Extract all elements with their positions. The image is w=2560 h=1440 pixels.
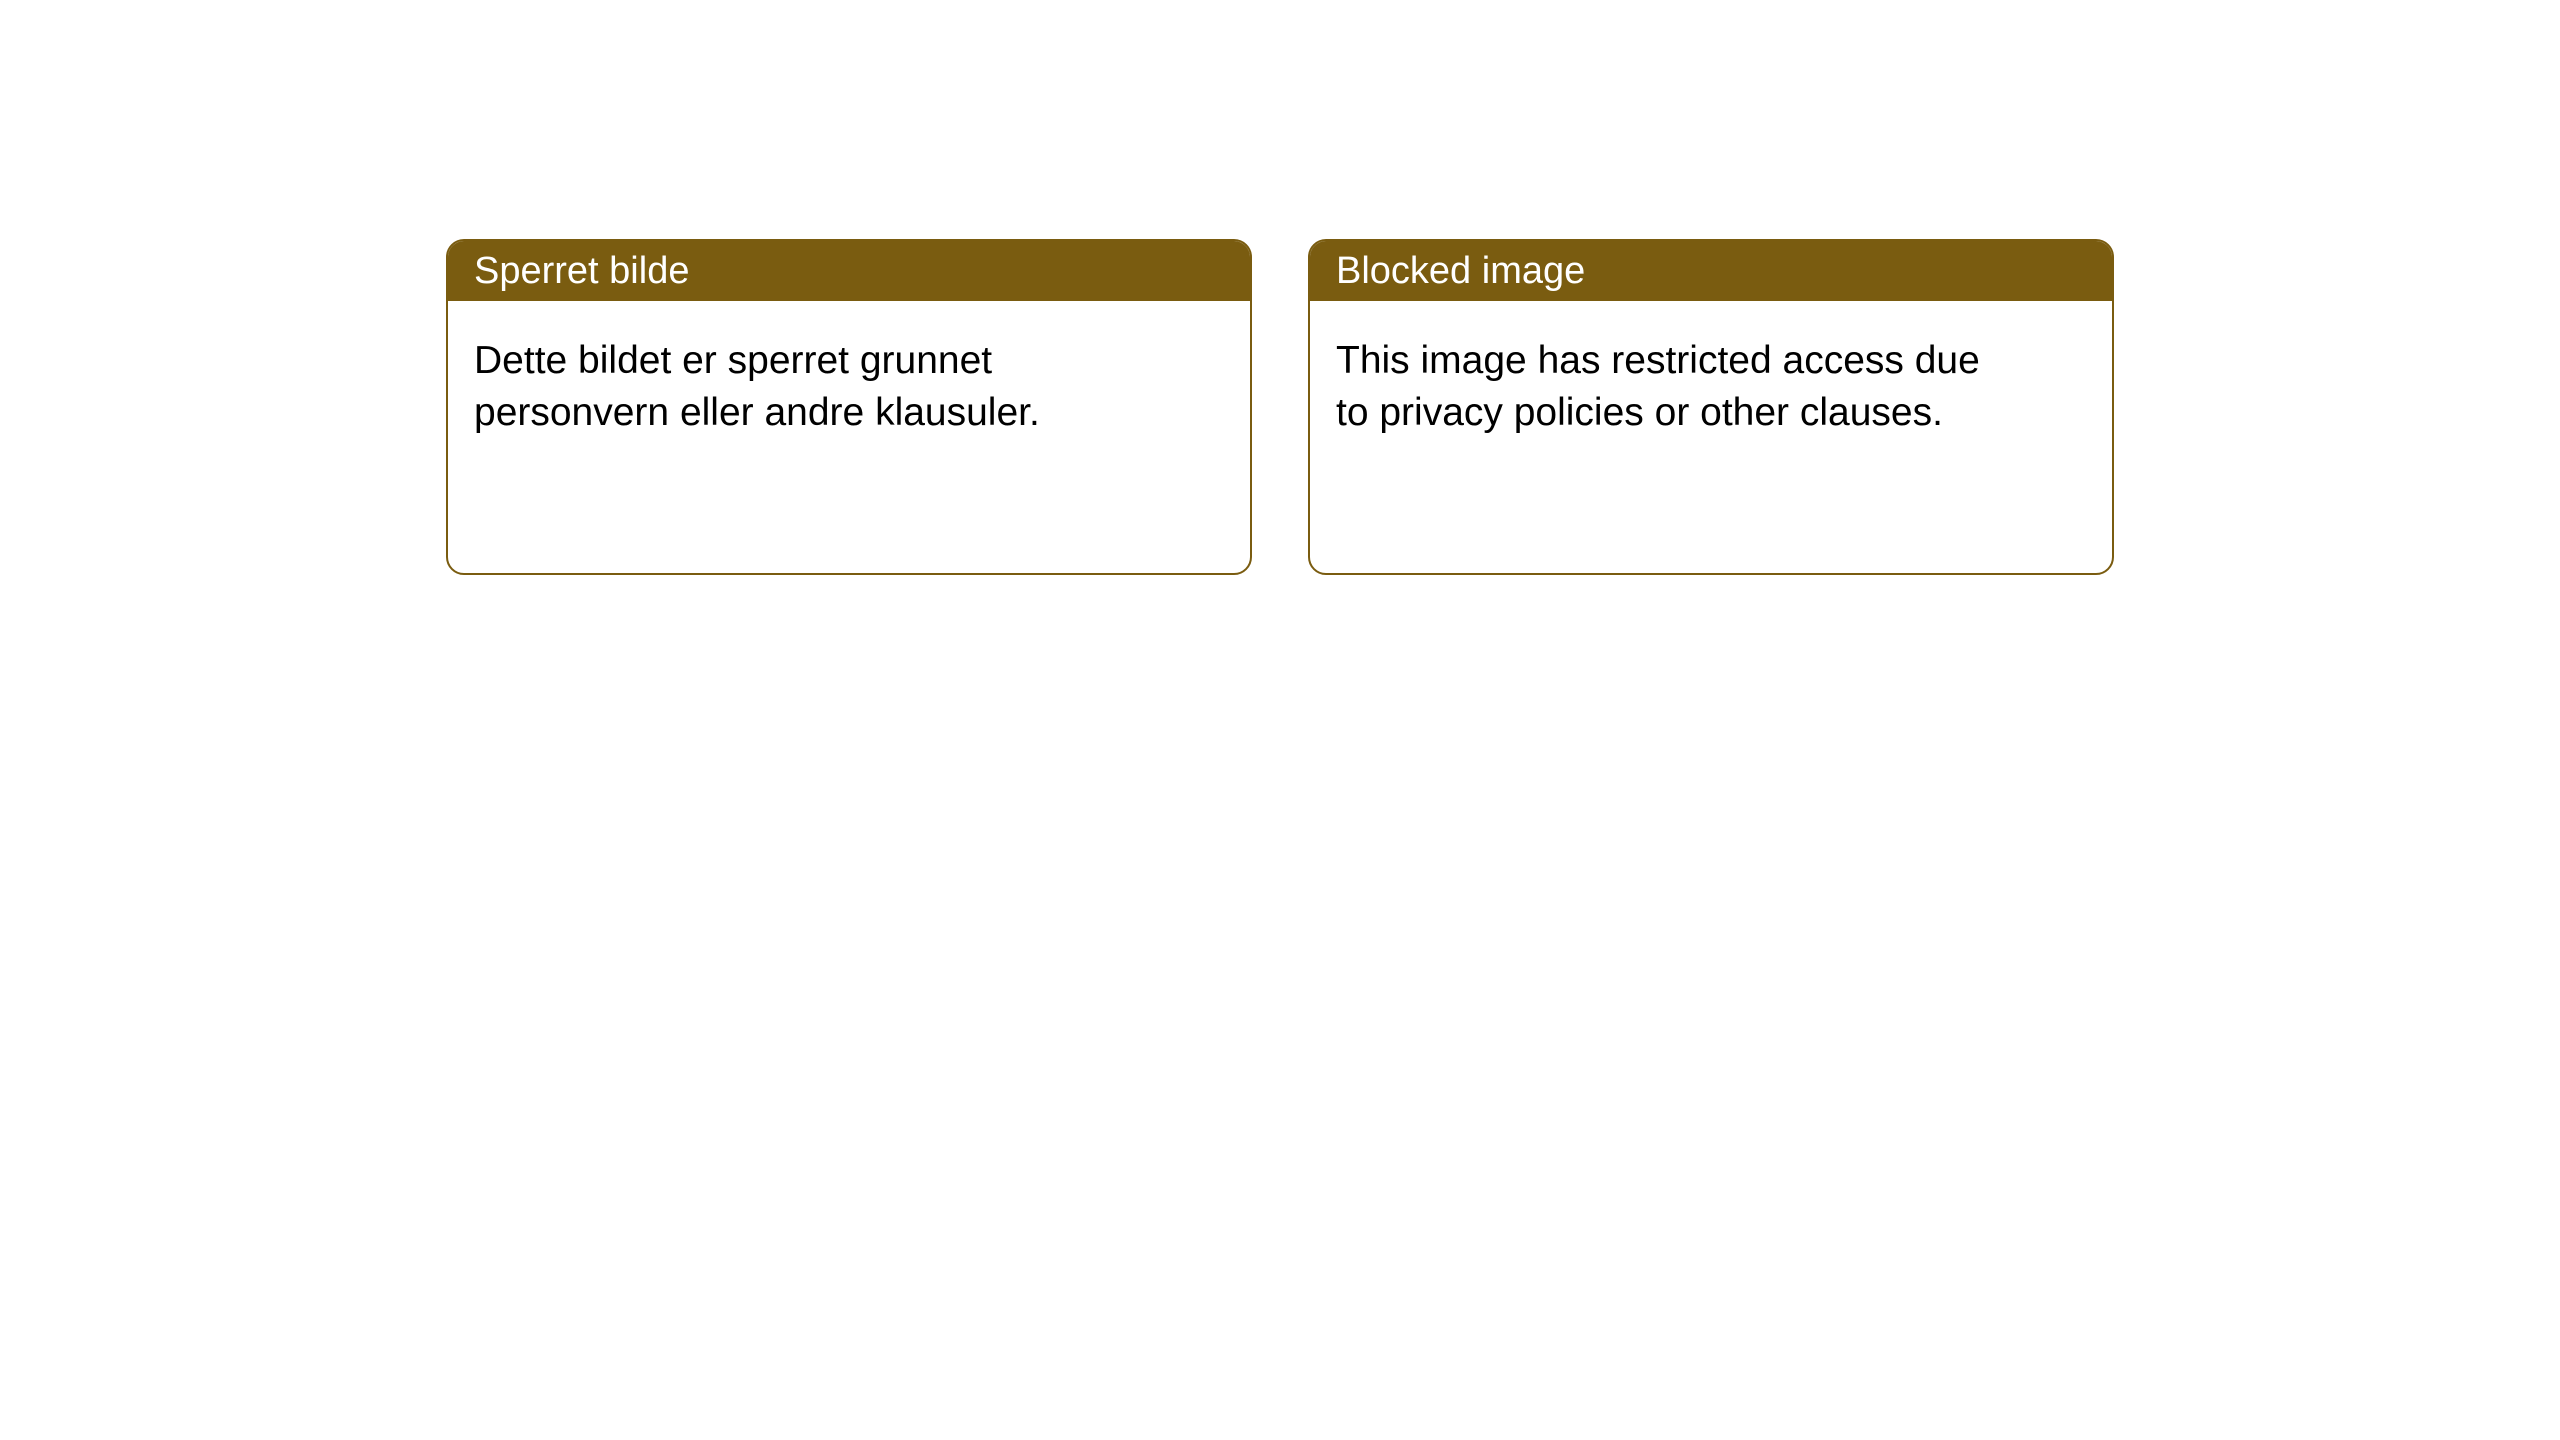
card-title: Sperret bilde	[474, 250, 689, 293]
card-body: Dette bildet er sperret grunnet personve…	[448, 301, 1148, 473]
blocked-image-card-english: Blocked image This image has restricted …	[1308, 239, 2114, 575]
card-header: Sperret bilde	[448, 241, 1250, 301]
card-title: Blocked image	[1336, 250, 1585, 293]
card-body: This image has restricted access due to …	[1310, 301, 2010, 473]
notice-cards-container: Sperret bilde Dette bildet er sperret gr…	[0, 0, 2560, 575]
card-body-text: Dette bildet er sperret grunnet personve…	[474, 339, 1040, 434]
card-body-text: This image has restricted access due to …	[1336, 339, 1980, 434]
blocked-image-card-norwegian: Sperret bilde Dette bildet er sperret gr…	[446, 239, 1252, 575]
card-header: Blocked image	[1310, 241, 2112, 301]
